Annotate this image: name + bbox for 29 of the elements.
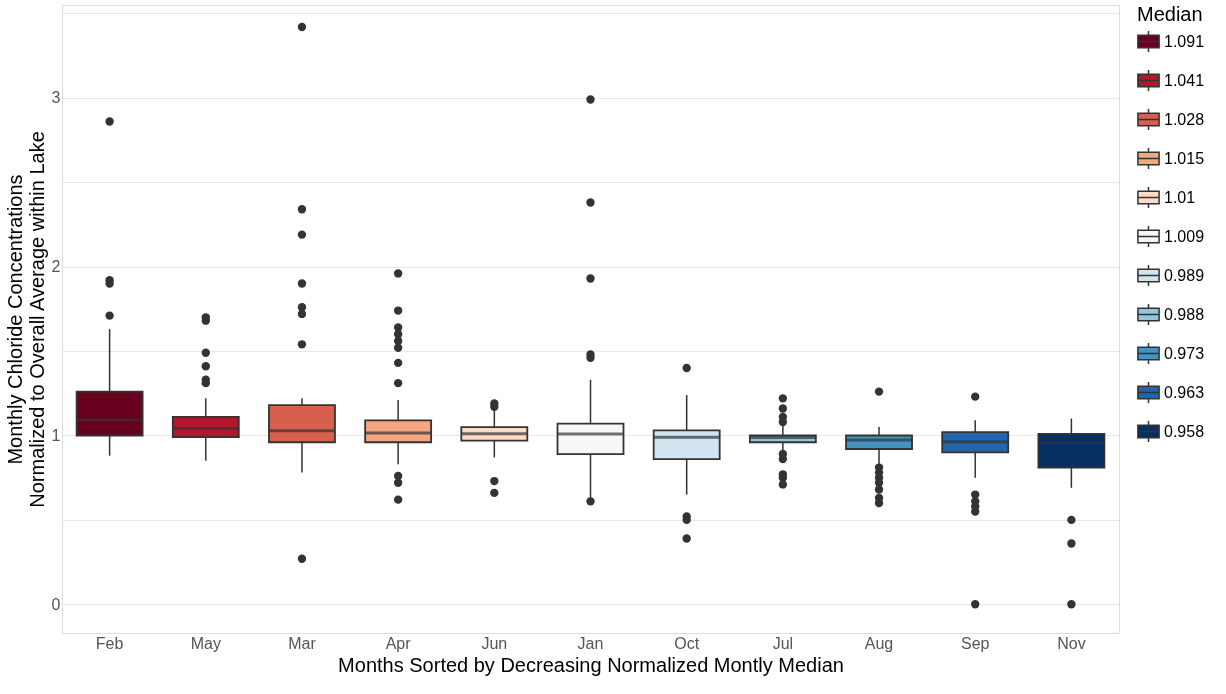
x-tick-label: May: [190, 634, 221, 652]
y-tick-label: 0: [51, 595, 61, 613]
y-axis-title: Monthly Chloride Concentrations Normalized to Overall Average within Lake: [3, 131, 48, 508]
legend-label: 0.989: [1164, 266, 1205, 284]
y-tick-label: 3: [51, 89, 61, 107]
x-tick-label: Jun: [481, 634, 508, 652]
legend-label: 0.973: [1164, 344, 1205, 362]
x-tick-label: Aug: [864, 634, 894, 652]
x-tick-label: Jul: [772, 634, 794, 652]
x-axis-title: Months Sorted by Decreasing Normalized Montly Median: [338, 653, 844, 676]
x-tick-label: Sep: [960, 634, 990, 652]
legend-label: 1.01: [1164, 188, 1196, 206]
x-tick-label: Oct: [674, 634, 700, 652]
legend-title: Median: [1137, 3, 1203, 25]
legend-label: 1.028: [1164, 110, 1205, 128]
legend-label: 1.015: [1164, 149, 1205, 167]
legend-label: 1.041: [1164, 71, 1205, 89]
x-tick-label: Mar: [288, 634, 317, 652]
legend-label: 0.963: [1164, 383, 1205, 401]
x-tick-label: Feb: [95, 634, 124, 652]
legend-label: 1.009: [1164, 227, 1205, 245]
legend-label: 0.988: [1164, 305, 1205, 323]
x-tick-label: Apr: [385, 634, 412, 652]
x-tick-label: Nov: [1057, 634, 1086, 652]
y-tick-label: 2: [51, 258, 61, 276]
x-tick-label: Jan: [577, 634, 604, 652]
y-tick-label: 1: [51, 426, 61, 444]
legend-label: 0.958: [1164, 422, 1205, 440]
legend-label: 1.091: [1164, 32, 1205, 50]
